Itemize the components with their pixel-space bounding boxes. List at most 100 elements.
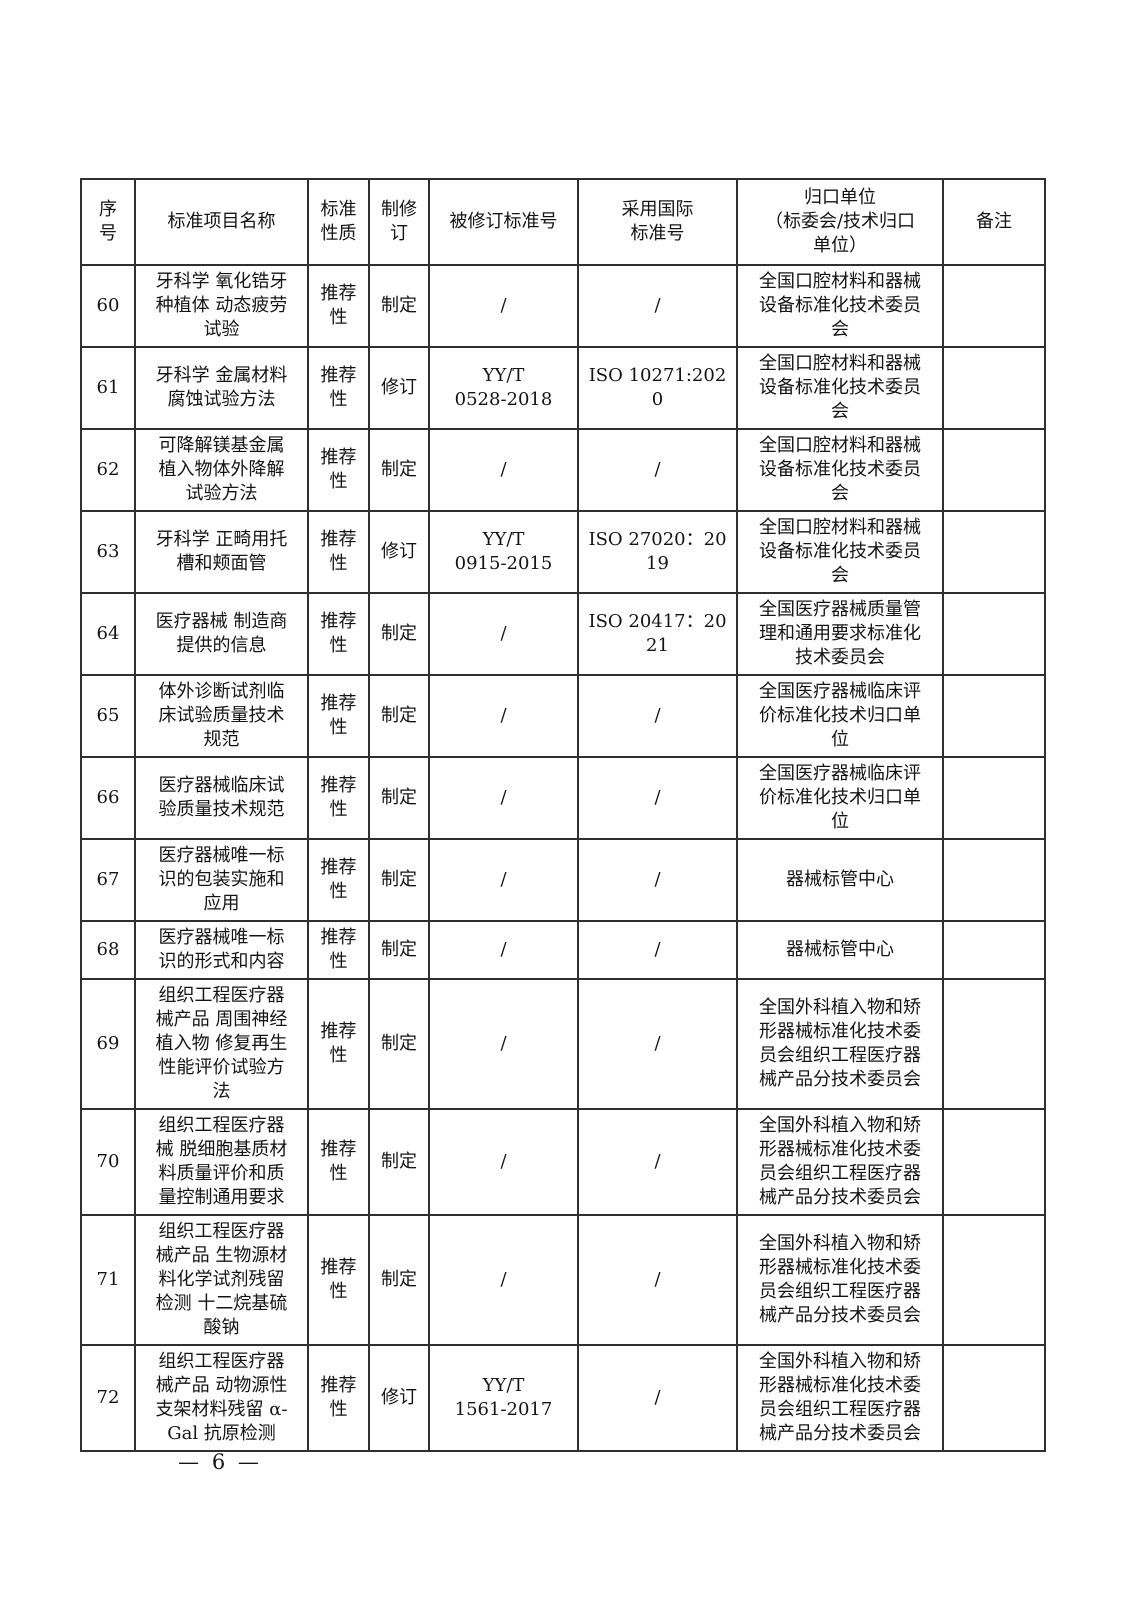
cell-revised-standard-number: /	[428, 1108, 579, 1216]
cell-standard-name: 组织工程医疗器械产品 生物源材料化学试剂残留检测 十二烷基硫酸钠	[134, 1214, 309, 1346]
cell-standard-name: 牙科学 氧化锆牙种植体 动态疲劳试验	[134, 264, 309, 348]
cell-formulate-or-revise: 制定	[368, 838, 430, 922]
table-row: 65 体外诊断试剂临床试验质量技术规范 推荐性 制定 / / 全国医疗器械临床评…	[80, 674, 1046, 758]
cell-international-standard-number: /	[577, 674, 738, 758]
cell-serial-number: 69	[80, 978, 136, 1110]
cell-remark	[942, 1344, 1046, 1452]
cell-standard-nature: 推荐性	[307, 1214, 370, 1346]
header-cell-remark: 备注	[942, 178, 1046, 266]
table-row: 61 牙科学 金属材料腐蚀试验方法 推荐性 修订 YY/T 0528-2018 …	[80, 346, 1046, 430]
cell-formulate-or-revise: 制定	[368, 978, 430, 1110]
header-cell-no: 序 号	[80, 178, 136, 266]
cell-international-standard-number: /	[577, 264, 738, 348]
table-row: 60 牙科学 氧化锆牙种植体 动态疲劳试验 推荐性 制定 / / 全国口腔材料和…	[80, 264, 1046, 348]
header-cell-nature: 标准 性质	[307, 178, 370, 266]
cell-revised-standard-number: /	[428, 978, 579, 1110]
header-cell-name: 标准项目名称	[134, 178, 309, 266]
cell-international-standard-number: /	[577, 978, 738, 1110]
table-row: 62 可降解镁基金属植入物体外降解试验方法 推荐性 制定 / / 全国口腔材料和…	[80, 428, 1046, 512]
cell-remark	[942, 674, 1046, 758]
cell-standard-nature: 推荐性	[307, 920, 370, 980]
cell-standard-nature: 推荐性	[307, 1108, 370, 1216]
cell-remark	[942, 592, 1046, 676]
cell-standard-name: 医疗器械唯一标识的包装实施和应用	[134, 838, 309, 922]
cell-standard-nature: 推荐性	[307, 428, 370, 512]
cell-centralized-unit: 全国医疗器械质量管理和通用要求标准化技术委员会	[736, 592, 944, 676]
cell-standard-nature: 推荐性	[307, 978, 370, 1110]
table-row: 71 组织工程医疗器械产品 生物源材料化学试剂残留检测 十二烷基硫酸钠 推荐性 …	[80, 1214, 1046, 1346]
table-row: 63 牙科学 正畸用托槽和颊面管 推荐性 修订 YY/T 0915-2015 I…	[80, 510, 1046, 594]
cell-serial-number: 71	[80, 1214, 136, 1346]
cell-centralized-unit: 全国外科植入物和矫形器械标准化技术委员会组织工程医疗器械产品分技术委员会	[736, 1108, 944, 1216]
cell-international-standard-number: /	[577, 1108, 738, 1216]
cell-remark	[942, 978, 1046, 1110]
header-cell-unit: 归口单位 （标委会/技术归口 单位）	[736, 178, 944, 266]
cell-serial-number: 61	[80, 346, 136, 430]
header-cell-intl-standard: 采用国际 标准号	[577, 178, 738, 266]
cell-centralized-unit: 全国外科植入物和矫形器械标准化技术委员会组织工程医疗器械产品分技术委员会	[736, 978, 944, 1110]
cell-formulate-or-revise: 制定	[368, 264, 430, 348]
cell-standard-name: 体外诊断试剂临床试验质量技术规范	[134, 674, 309, 758]
cell-revised-standard-number: /	[428, 674, 579, 758]
cell-standard-name: 组织工程医疗器械产品 动物源性支架材料残留 α-Gal 抗原检测	[134, 1344, 309, 1452]
cell-serial-number: 68	[80, 920, 136, 980]
cell-serial-number: 60	[80, 264, 136, 348]
cell-standard-nature: 推荐性	[307, 346, 370, 430]
cell-revised-standard-number: /	[428, 592, 579, 676]
cell-centralized-unit: 全国医疗器械临床评价标准化技术归口单位	[736, 756, 944, 840]
table-row: 68 医疗器械唯一标识的形式和内容 推荐性 制定 / / 器械标管中心	[80, 920, 1046, 980]
table-row: 64 医疗器械 制造商提供的信息 推荐性 制定 / ISO 20417：2021…	[80, 592, 1046, 676]
cell-formulate-or-revise: 制定	[368, 756, 430, 840]
cell-centralized-unit: 全国口腔材料和器械设备标准化技术委员会	[736, 428, 944, 512]
cell-standard-name: 医疗器械临床试验质量技术规范	[134, 756, 309, 840]
cell-serial-number: 64	[80, 592, 136, 676]
table-row: 72 组织工程医疗器械产品 动物源性支架材料残留 α-Gal 抗原检测 推荐性 …	[80, 1344, 1046, 1452]
standards-table-body: 60 牙科学 氧化锆牙种植体 动态疲劳试验 推荐性 制定 / / 全国口腔材料和…	[80, 264, 1046, 1452]
cell-centralized-unit: 全国口腔材料和器械设备标准化技术委员会	[736, 510, 944, 594]
cell-revised-standard-number: /	[428, 1214, 579, 1346]
cell-centralized-unit: 全国口腔材料和器械设备标准化技术委员会	[736, 264, 944, 348]
cell-revised-standard-number: /	[428, 264, 579, 348]
cell-standard-nature: 推荐性	[307, 264, 370, 348]
cell-revised-standard-number: /	[428, 428, 579, 512]
cell-serial-number: 72	[80, 1344, 136, 1452]
table-row: 66 医疗器械临床试验质量技术规范 推荐性 制定 / / 全国医疗器械临床评价标…	[80, 756, 1046, 840]
cell-remark	[942, 346, 1046, 430]
cell-remark	[942, 510, 1046, 594]
cell-formulate-or-revise: 制定	[368, 1108, 430, 1216]
cell-standard-nature: 推荐性	[307, 510, 370, 594]
cell-remark	[942, 838, 1046, 922]
cell-formulate-or-revise: 制定	[368, 920, 430, 980]
cell-centralized-unit: 器械标管中心	[736, 838, 944, 922]
cell-remark	[942, 756, 1046, 840]
standards-table: 序 号 标准项目名称 标准 性质 制修 订 被修订标准号 采用国际 标准号 归口…	[80, 178, 1046, 1452]
cell-centralized-unit: 器械标管中心	[736, 920, 944, 980]
cell-formulate-or-revise: 修订	[368, 510, 430, 594]
cell-formulate-or-revise: 制定	[368, 1214, 430, 1346]
cell-serial-number: 62	[80, 428, 136, 512]
cell-revised-standard-number: YY/T 0915-2015	[428, 510, 579, 594]
cell-formulate-or-revise: 制定	[368, 428, 430, 512]
cell-international-standard-number: /	[577, 1214, 738, 1346]
cell-remark	[942, 264, 1046, 348]
cell-centralized-unit: 全国医疗器械临床评价标准化技术归口单位	[736, 674, 944, 758]
cell-serial-number: 63	[80, 510, 136, 594]
cell-serial-number: 66	[80, 756, 136, 840]
cell-standard-nature: 推荐性	[307, 1344, 370, 1452]
table-header-row: 序 号 标准项目名称 标准 性质 制修 订 被修订标准号 采用国际 标准号 归口…	[80, 178, 1046, 266]
table-row: 69 组织工程医疗器械产品 周围神经植入物 修复再生性能评价试验方法 推荐性 制…	[80, 978, 1046, 1110]
cell-centralized-unit: 全国外科植入物和矫形器械标准化技术委员会组织工程医疗器械产品分技术委员会	[736, 1214, 944, 1346]
cell-standard-name: 医疗器械唯一标识的形式和内容	[134, 920, 309, 980]
cell-formulate-or-revise: 制定	[368, 674, 430, 758]
cell-formulate-or-revise: 修订	[368, 346, 430, 430]
cell-centralized-unit: 全国口腔材料和器械设备标准化技术委员会	[736, 346, 944, 430]
cell-standard-name: 牙科学 正畸用托槽和颊面管	[134, 510, 309, 594]
cell-standard-name: 牙科学 金属材料腐蚀试验方法	[134, 346, 309, 430]
cell-standard-nature: 推荐性	[307, 838, 370, 922]
header-cell-revised-standard: 被修订标准号	[428, 178, 579, 266]
cell-standard-name: 组织工程医疗器械 脱细胞基质材料质量评价和质量控制通用要求	[134, 1108, 309, 1216]
cell-international-standard-number: ISO 20417：2021	[577, 592, 738, 676]
cell-international-standard-number: ISO 10271:2020	[577, 346, 738, 430]
header-cell-type: 制修 订	[368, 178, 430, 266]
cell-standard-nature: 推荐性	[307, 592, 370, 676]
